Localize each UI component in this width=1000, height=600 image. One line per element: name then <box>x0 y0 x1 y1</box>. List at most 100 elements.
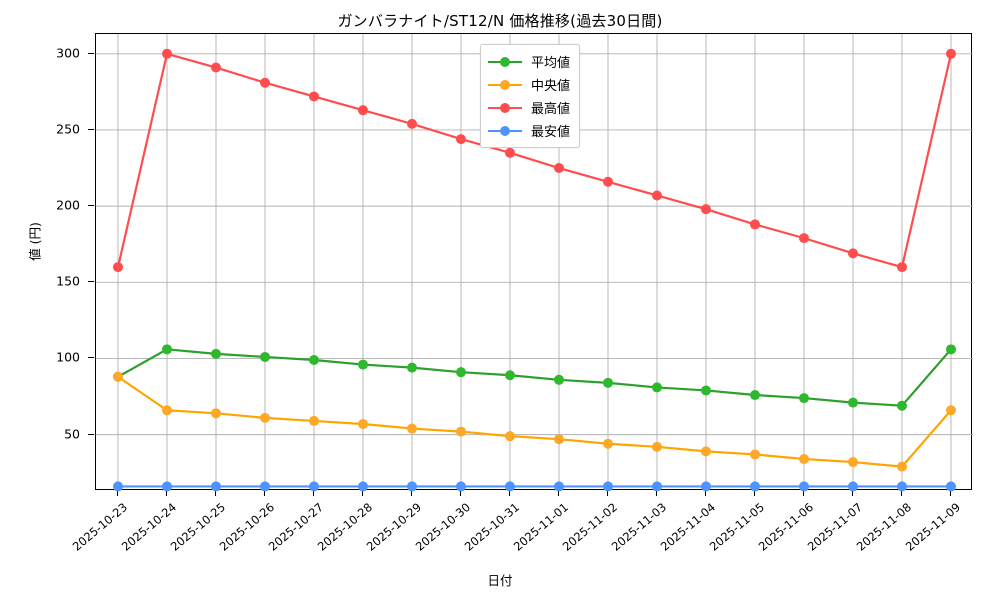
data-point <box>799 393 809 404</box>
y-axis-tick-mark <box>88 357 94 359</box>
data-point <box>211 408 221 419</box>
data-point <box>407 362 417 373</box>
legend-item-3[interactable]: 最高値 <box>488 96 570 119</box>
series-2 <box>113 371 956 472</box>
data-point <box>603 438 613 449</box>
data-point <box>603 377 613 388</box>
x-axis-tick-mark <box>950 490 951 496</box>
chart-legend: 平均値中央値最高値最安値 <box>480 44 581 148</box>
data-point <box>260 77 270 88</box>
legend-marker-icon <box>488 78 522 92</box>
series-1 <box>113 344 956 411</box>
y-axis-tick-label: 100 <box>56 349 80 365</box>
legend-item-2[interactable]: 中央値 <box>488 73 570 96</box>
data-point <box>358 359 368 370</box>
x-axis-tick-mark <box>901 490 902 496</box>
data-point <box>505 147 515 158</box>
data-point <box>701 446 711 457</box>
legend-marker-icon <box>488 55 522 69</box>
y-axis-tick-mark <box>88 433 94 435</box>
plot-area <box>95 33 973 492</box>
series-4 <box>113 481 956 492</box>
data-point <box>946 481 956 492</box>
y-axis-tick-mark <box>88 52 94 54</box>
data-point <box>848 457 858 468</box>
y-axis-tick-label: 300 <box>56 45 80 61</box>
data-point <box>456 134 466 145</box>
data-point <box>162 344 172 355</box>
legend-label: 最高値 <box>531 102 571 117</box>
series-3 <box>113 48 956 273</box>
data-point <box>358 105 368 116</box>
data-point <box>407 423 417 434</box>
data-point <box>701 481 711 492</box>
x-axis-tick-mark <box>313 490 314 496</box>
data-point <box>848 481 858 492</box>
data-point <box>897 461 907 472</box>
series-line <box>116 375 953 468</box>
legend-item-4[interactable]: 最安値 <box>488 119 570 142</box>
data-point <box>652 481 662 492</box>
data-point <box>260 412 270 423</box>
data-point <box>260 351 270 362</box>
x-axis-tick-mark <box>607 490 608 496</box>
x-axis-tick-mark <box>166 490 167 496</box>
legend-label: 平均値 <box>531 56 571 71</box>
x-axis-tick-mark <box>362 490 363 496</box>
data-point <box>750 481 760 492</box>
x-axis-tick-mark <box>117 490 118 496</box>
data-point <box>407 481 417 492</box>
data-point <box>162 405 172 416</box>
y-axis-tick-label: 200 <box>56 197 80 213</box>
x-axis-tick-mark <box>803 490 804 496</box>
data-point <box>799 233 809 244</box>
data-point <box>456 481 466 492</box>
data-point <box>750 390 760 401</box>
data-point <box>603 481 613 492</box>
x-axis-title: 日付 <box>487 573 513 588</box>
data-point <box>113 371 123 382</box>
data-point <box>652 441 662 452</box>
data-point <box>946 344 956 355</box>
data-point <box>897 262 907 273</box>
legend-marker-icon <box>488 101 522 115</box>
y-axis-tick-mark <box>88 205 94 207</box>
data-point <box>554 434 564 445</box>
data-point <box>113 262 123 273</box>
x-axis-tick-mark <box>852 490 853 496</box>
data-point <box>946 48 956 59</box>
data-point <box>750 449 760 460</box>
x-axis-tick-mark <box>411 490 412 496</box>
data-point <box>505 431 515 442</box>
y-axis-tick-label: 50 <box>64 426 80 442</box>
x-axis-tick-mark <box>215 490 216 496</box>
legend-marker-icon <box>488 124 522 138</box>
data-point <box>456 426 466 437</box>
chart-title: ガンバラナイト/ST12/N 価格推移(過去30日間) <box>337 12 663 30</box>
data-point <box>505 481 515 492</box>
data-point <box>750 219 760 230</box>
series-line <box>116 348 953 407</box>
data-point <box>358 418 368 429</box>
y-axis-tick-mark <box>88 281 94 283</box>
data-point <box>652 190 662 201</box>
x-axis-tick-mark <box>705 490 706 496</box>
data-point <box>603 176 613 187</box>
x-axis-tick-mark <box>509 490 510 496</box>
x-axis-tick-mark <box>558 490 559 496</box>
y-axis-tick-label: 150 <box>56 273 80 289</box>
data-point <box>554 374 564 385</box>
series-layer <box>113 48 956 492</box>
legend-item-1[interactable]: 平均値 <box>488 50 570 73</box>
data-point <box>309 91 319 102</box>
data-point <box>701 385 711 396</box>
series-line <box>116 52 953 269</box>
data-point <box>799 454 809 465</box>
data-point <box>652 382 662 393</box>
data-point <box>456 367 466 378</box>
data-point <box>505 370 515 381</box>
data-point <box>309 415 319 426</box>
y-axis-tick-label: 250 <box>56 121 80 137</box>
data-point <box>162 481 172 492</box>
